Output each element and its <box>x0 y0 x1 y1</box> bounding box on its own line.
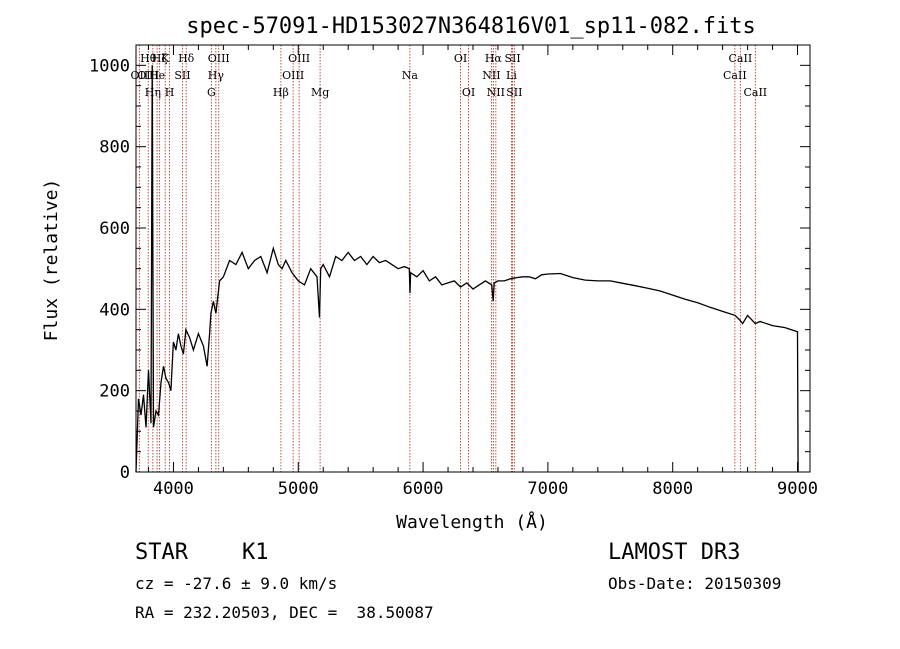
y-axis-label: Flux (relative) <box>41 179 62 342</box>
x-tick-label-5: 9000 <box>777 479 818 499</box>
emission-line-label-15-0: Mg <box>311 86 329 99</box>
emission-line-label-5-0: K <box>161 52 170 65</box>
y-tick-label-5: 1000 <box>89 56 130 76</box>
x-axis-ticks: 4000 5000 6000 7000 8000 9000 <box>147 45 818 499</box>
emission-line-label-10-0: Hγ <box>208 69 225 82</box>
emission-line-label-21-0: NII <box>487 86 505 99</box>
flux-series-line <box>135 65 799 473</box>
emission-line-label-11-0: OIII <box>208 52 230 65</box>
y-tick-label-3: 600 <box>99 219 130 239</box>
emission-line-label-12-0: Hβ <box>273 86 289 99</box>
y-tick-label-4: 800 <box>99 138 130 158</box>
plot-frame <box>135 44 811 473</box>
emission-line-label-1-1: OIII <box>137 69 159 82</box>
emission-line-label-27-0: CaII <box>743 86 767 99</box>
y-axis-ticks: 0 200 400 600 800 1000 <box>89 56 810 483</box>
emission-line-label-0-0: OII <box>131 69 149 82</box>
coordinates-label: RA = 232.20503, DEC = 38.50087 <box>135 603 434 622</box>
emission-line-label-13-0: OIII <box>282 69 304 82</box>
emission-line-label-17-0: OI <box>454 52 467 65</box>
emission-line-label-4-0: Hζ <box>152 52 168 65</box>
emission-line-label-16-0: Na <box>402 69 419 82</box>
x-tick-label-4: 8000 <box>652 479 693 499</box>
emission-line-label-18-0: OI <box>462 86 475 99</box>
redshift-label: cz = -27.6 ± 9.0 km/s <box>135 574 338 593</box>
emission-line-label-1-0: Hθ <box>140 52 157 65</box>
x-axis-label: Wavelength (Å) <box>396 511 548 533</box>
emission-line-label-14-0: OIII <box>288 52 310 65</box>
emission-line-label-6-0: H <box>165 86 175 99</box>
x-tick-label-3: 7000 <box>527 479 568 499</box>
x-tick-label-0: 4000 <box>153 479 194 499</box>
chart-title: spec-57091-HD153027N364816V01_sp11-082.f… <box>186 14 756 39</box>
survey-label: LAMOST DR3 <box>608 540 741 565</box>
emission-line-label-26-0: CaII <box>729 52 753 65</box>
emission-line-labels: OIIHθOIIIHηHeHζKHSIIHδGHγOIIIHβOIIIOIIIM… <box>131 52 768 99</box>
class-label: STAR <box>135 540 188 565</box>
emission-line-label-9-0: G <box>207 86 216 99</box>
emission-line-label-3-0: He <box>149 69 165 82</box>
emission-line-label-23-0: SII <box>504 52 520 65</box>
y-tick-label-1: 200 <box>99 382 130 402</box>
emission-line-markers <box>138 45 756 472</box>
obs-date-label: Obs-Date: 20150309 <box>608 574 782 593</box>
x-tick-label-1: 5000 <box>278 479 319 499</box>
emission-line-label-22-0: Li <box>506 69 517 82</box>
y-tick-label-2: 400 <box>99 300 130 320</box>
emission-line-label-20-0: Hα <box>485 52 503 65</box>
emission-line-label-19-0: NII <box>482 69 500 82</box>
y-tick-label-0: 0 <box>120 463 130 483</box>
subclass-label: K1 <box>242 540 269 565</box>
emission-line-label-7-0: SII <box>174 69 190 82</box>
emission-line-label-24-0: SII <box>506 86 522 99</box>
x-tick-label-2: 6000 <box>403 479 444 499</box>
emission-line-label-25-0: CaII <box>723 69 747 82</box>
emission-line-label-8-0: Hδ <box>178 52 195 65</box>
